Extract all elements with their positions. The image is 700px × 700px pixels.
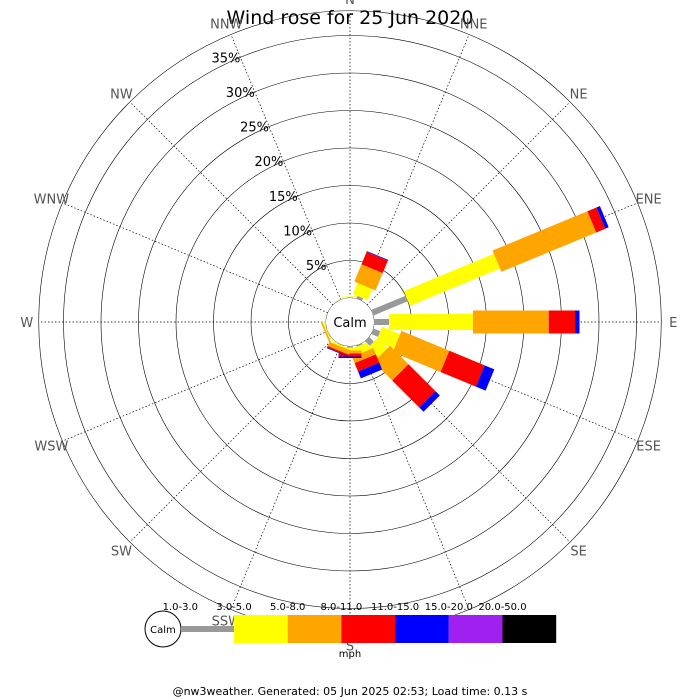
bar-e-1 [389, 314, 473, 330]
legend-label-0: 1.0-3.0 [163, 602, 198, 613]
legend-swatch-5 [448, 615, 503, 643]
legend-swatch-2 [287, 615, 342, 643]
bar-ene-3 [587, 207, 606, 233]
bar-sse-3 [354, 354, 380, 372]
bar-nne-0 [356, 295, 364, 301]
bar-e-4 [575, 310, 580, 334]
spoke-nw [129, 101, 334, 306]
direction-label-ene: ENE [636, 192, 662, 207]
direction-label-sw: SW [111, 545, 132, 560]
legend-swatch-1 [234, 615, 288, 643]
direction-label-ssw: SSW [212, 615, 242, 630]
bar-nne-1 [352, 282, 373, 301]
bar-w-1 [324, 314, 326, 330]
spoke-nne [358, 34, 470, 300]
direction-label-nne: NNE [460, 17, 488, 32]
spoke-sw [129, 338, 334, 543]
percent-label-10: 10% [283, 225, 312, 240]
percent-label-30: 30% [226, 86, 255, 101]
calm-label: Calm [333, 316, 366, 331]
spoke-ssw [230, 344, 342, 610]
percent-label-15: 15% [269, 190, 298, 205]
percent-label-5: 5% [306, 259, 327, 274]
bar-nne-3 [361, 251, 388, 274]
legend-label-1: 3.0-5.0 [216, 602, 251, 613]
bar-ssw-0 [337, 343, 344, 347]
spoke-ne [366, 101, 571, 306]
direction-label-nw: NW [110, 87, 133, 102]
legend-label-2: 5.0-8.0 [270, 602, 305, 613]
bar-n-1 [342, 296, 358, 298]
spoke-wnw [62, 202, 328, 314]
direction-label-wsw: WSW [34, 440, 68, 455]
bar-se-4 [419, 391, 440, 412]
footer-text: @nw3weather. Generated: 05 Jun 2025 02:5… [173, 685, 528, 698]
direction-label-w: W [20, 316, 33, 331]
legend-calm-label: Calm [150, 625, 176, 636]
bar-wsw-2 [320, 321, 331, 343]
legend-label-5: 15.0-20.0 [425, 602, 473, 613]
bar-sse-2 [352, 348, 376, 364]
bar-sw-0 [330, 336, 336, 342]
legend-label-3: 8.0-11.0 [321, 602, 363, 613]
bar-ese-2 [392, 330, 450, 372]
bar-s-4 [338, 356, 362, 358]
legend-swatch-3 [341, 615, 396, 643]
spoke-ese [372, 330, 638, 442]
spoke-wsw [62, 330, 328, 442]
bar-ene-0 [371, 295, 408, 316]
bar-se-2 [373, 345, 409, 381]
direction-label-n: N [345, 0, 355, 8]
bar-nne-2 [354, 264, 383, 291]
direction-label-e: E [669, 316, 677, 331]
direction-label-s: S [346, 639, 354, 654]
direction-label-se: SE [570, 545, 586, 560]
bar-ese-0 [371, 328, 381, 337]
bar-se-3 [392, 364, 436, 408]
bar-nne-4 [366, 251, 389, 261]
bar-ese-4 [475, 365, 495, 391]
direction-label-ese: ESE [636, 440, 661, 455]
spoke-sse [358, 344, 470, 610]
percent-labels: 5% 10% 15% 20% 25% 30% 35% [211, 51, 326, 274]
wind-bars [320, 206, 609, 412]
direction-label-ne: NE [570, 87, 588, 102]
legend-swatch-6 [502, 615, 557, 643]
legend: Calm 1.0-3.0 3.0-5.0 5.0-8.0 8.0-11.0 11.0-1… [144, 602, 557, 660]
bar-n-0 [347, 297, 353, 298]
legend-unit: mph [339, 649, 361, 660]
legend-label-6: 20.0-50.0 [478, 602, 526, 613]
direction-label-nnw: NNW [210, 17, 242, 32]
calm-circle [326, 298, 374, 346]
percent-label-25: 25% [240, 121, 269, 136]
percent-label-20: 20% [255, 155, 284, 170]
bar-nnw-0 [337, 298, 344, 301]
bar-ene-1 [403, 253, 500, 306]
bar-e-3 [548, 310, 575, 334]
bar-sse-0 [356, 343, 363, 347]
bar-e-2 [473, 310, 549, 334]
legend-label-4: 11.0-15.0 [371, 602, 419, 613]
bar-ssw-4 [326, 347, 349, 357]
bar-s-0 [347, 346, 353, 348]
bar-wsw-0 [326, 328, 329, 335]
bar-ssw-2 [327, 341, 351, 355]
spoke-nnw [230, 34, 342, 300]
legend-swatch-0 [181, 626, 234, 632]
direction-label-wnw: WNW [34, 192, 70, 207]
bar-ene-2 [492, 211, 597, 272]
bar-ene-4 [596, 206, 609, 229]
bar-nnw-1 [333, 296, 349, 303]
percent-label-35: 35% [211, 51, 240, 66]
bar-ese-3 [440, 350, 485, 387]
bar-sse-4 [358, 362, 383, 379]
legend-swatch-4 [395, 615, 449, 643]
bar-e-0 [374, 319, 389, 325]
bar-se-0 [364, 336, 374, 346]
bar-ssw-3 [327, 346, 349, 357]
spoke-se [366, 338, 571, 543]
